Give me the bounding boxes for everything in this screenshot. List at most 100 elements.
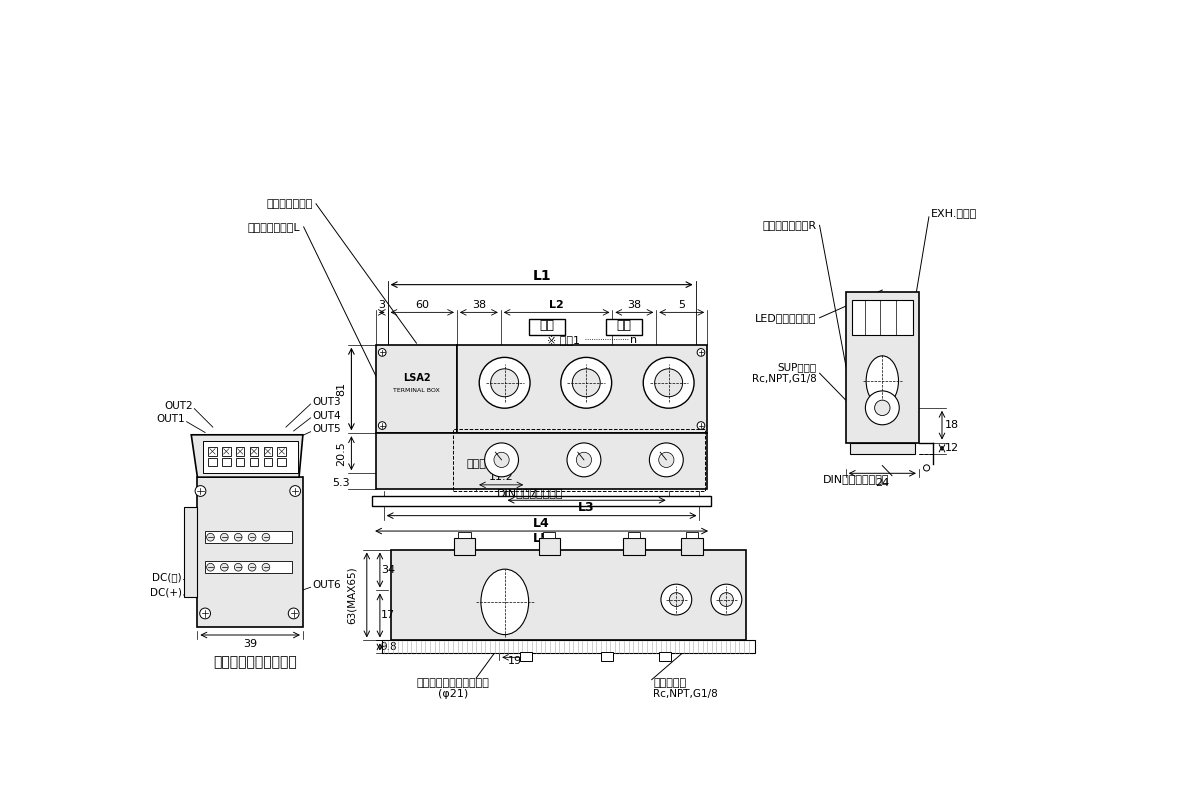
Circle shape [924,465,930,471]
Circle shape [573,369,600,397]
Bar [222,458,230,466]
Circle shape [248,534,256,541]
Bar [623,538,645,555]
Text: シールコンジット取付口: シールコンジット取付口 [417,678,490,688]
Circle shape [670,593,683,606]
Circle shape [643,358,694,408]
Bar [454,538,476,555]
Text: DC(－): DC(－) [152,572,182,582]
Text: ※ 連数1: ※ 連数1 [547,335,580,345]
Text: LEDレベルメータ: LEDレベルメータ [755,313,817,322]
Circle shape [649,443,683,477]
Circle shape [206,534,214,541]
Text: 端子台ボックス配線図: 端子台ボックス配線図 [213,655,297,669]
Text: 左側: 左側 [539,319,555,332]
Bar [183,507,198,598]
Circle shape [659,452,674,467]
Text: 34: 34 [381,565,395,575]
Bar [376,345,456,434]
Bar [543,532,556,538]
Text: (φ21): (φ21) [438,689,468,698]
Bar [208,458,217,466]
Circle shape [567,443,601,477]
Text: 圧力計: 圧力計 [466,459,486,469]
Circle shape [697,349,704,356]
Text: 63(MAX65): 63(MAX65) [346,566,357,624]
Text: SUPポート
Rc,NPT,G1/8: SUPポート Rc,NPT,G1/8 [751,362,817,384]
Bar [205,561,292,574]
Text: TERMINAL BOX: TERMINAL BOX [393,388,440,394]
Circle shape [206,563,214,571]
Bar [456,345,707,434]
Bar [198,477,303,627]
Text: エンドプレートL: エンドプレートL [248,222,301,232]
Circle shape [379,349,386,356]
Text: L2: L2 [549,301,564,310]
Circle shape [865,391,900,425]
Text: OUT2: OUT2 [164,402,193,411]
Text: OUT5: OUT5 [313,425,340,434]
Bar [659,652,671,661]
Circle shape [262,534,270,541]
Bar [685,532,698,538]
Text: L3: L3 [579,502,595,514]
Bar [376,434,707,489]
Text: LSA2: LSA2 [403,374,430,383]
Text: OUT6: OUT6 [313,580,340,590]
Bar [852,300,913,334]
Circle shape [289,608,300,619]
Text: 38: 38 [628,301,641,310]
Bar [392,550,745,640]
Circle shape [262,563,270,571]
Circle shape [479,358,530,408]
Text: 端子台ボックス: 端子台ボックス [266,199,313,209]
Text: OUT4: OUT4 [313,410,340,421]
Bar [528,318,565,335]
Bar [278,447,286,455]
Circle shape [235,534,242,541]
Text: L1: L1 [532,269,551,283]
Text: n: n [630,335,637,345]
Circle shape [200,608,211,619]
Circle shape [576,452,592,467]
Circle shape [710,584,742,615]
Bar [249,458,259,466]
Circle shape [248,563,256,571]
Text: OUT1: OUT1 [157,414,184,424]
Bar [601,652,613,661]
Bar [264,458,272,466]
Circle shape [379,422,386,430]
Bar [453,430,704,491]
Text: L4: L4 [533,517,550,530]
Circle shape [485,443,519,477]
Polygon shape [192,435,303,477]
Bar [849,442,915,454]
Bar [278,458,286,466]
Text: 18: 18 [945,420,960,430]
Text: 38: 38 [472,301,486,310]
Text: 17: 17 [381,610,395,621]
Text: 12: 12 [945,443,960,454]
Bar [249,447,259,455]
Bar [205,531,292,543]
Circle shape [494,452,509,467]
Text: OUT3: OUT3 [313,397,340,406]
Circle shape [220,563,228,571]
Circle shape [720,593,733,606]
Circle shape [491,369,519,397]
Bar [846,292,919,442]
Text: 右側: 右側 [617,319,631,332]
Text: EXH.ポート: EXH.ポート [931,208,976,218]
Circle shape [235,563,242,571]
Bar [520,652,532,661]
Circle shape [195,486,206,496]
Ellipse shape [480,569,528,634]
Text: 5.3: 5.3 [333,478,350,487]
Bar [222,447,230,455]
Text: 11.2: 11.2 [489,472,514,482]
Bar [539,538,561,555]
Text: 検出ポート: 検出ポート [653,678,686,688]
Circle shape [697,422,704,430]
Bar [202,441,297,474]
Text: DINレール取付金具: DINレール取付金具 [497,487,563,498]
